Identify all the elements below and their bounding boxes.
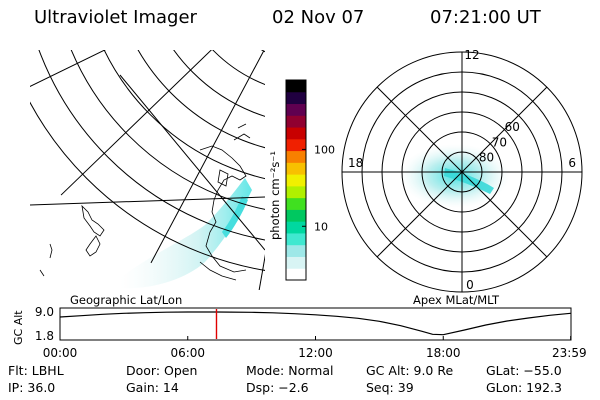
mode-readout: Mode: Normal (246, 363, 334, 378)
colorbar-segment (286, 150, 306, 163)
colorbar-segment (286, 197, 306, 210)
mlat-label: 70 (492, 135, 507, 149)
colorbar-segment (286, 80, 306, 93)
time-tick-label: 18:00 (426, 346, 461, 360)
coastline (39, 123, 251, 281)
colorbar-tick-label: 100 (314, 143, 335, 156)
colorbar-segment (286, 91, 306, 105)
time-tick-label: 00:00 (43, 346, 78, 360)
colorbar-segment (286, 256, 306, 269)
mlt-label: 6 (568, 156, 576, 170)
latitude-circle (212, 50, 265, 86)
mlt-label: 18 (348, 156, 363, 170)
dsp-readout: Dsp: −2.6 (246, 380, 309, 395)
meridian-line (258, 254, 265, 290)
auroral-glow-geographic (120, 178, 252, 289)
meridian-line (150, 50, 265, 264)
mlt-label: 0 (466, 278, 474, 292)
mlat-label: 60 (505, 120, 520, 134)
colorbar-segment (286, 162, 306, 175)
colorbar-segment (286, 221, 306, 234)
altitude-tick-label: 9.0 (35, 305, 54, 319)
gc-alt-readout: GC Alt: 9.0 Re (366, 363, 454, 378)
door-readout: Door: Open (126, 363, 198, 378)
apex-panel-label: Apex MLat/MLT (413, 293, 500, 307)
colorbar-unit-label: photon cm⁻²s⁻¹ (268, 151, 282, 240)
colorbar-segment (286, 174, 306, 187)
latitude-circle (137, 50, 265, 149)
meridian-line (30, 196, 265, 206)
colorbar-segment (286, 244, 306, 257)
colorbar-segment (286, 127, 306, 140)
mlat-label: 80 (479, 151, 494, 165)
seq-readout: Seq: 39 (366, 380, 414, 395)
ip-readout: IP: 36.0 (8, 380, 56, 395)
date-label: 02 Nov 07 (272, 7, 365, 28)
colorbar-tick-label: 10 (314, 220, 328, 233)
time-tick-label: 06:00 (170, 346, 205, 360)
instrument-title: Ultraviolet Imager (34, 7, 197, 28)
colorbar-segment (286, 209, 306, 222)
gain-readout: Gain: 14 (126, 380, 179, 395)
meridian-line (30, 50, 106, 87)
aurora-arc-geographic (222, 196, 248, 238)
altitude-axis-label: GC Alt (12, 310, 25, 345)
geographic-map (30, 50, 265, 290)
latitude-circle (260, 50, 265, 53)
geographic-panel-label: Geographic Lat/Lon (70, 293, 182, 307)
altitude-timeline: 9.0 1.8 00:00 06:00 12:00 18:00 23:59 GC Alt (12, 305, 587, 360)
altitude-tick-label: 1.8 (35, 329, 54, 343)
glat-readout: GLat: −55.0 (486, 363, 562, 378)
colorbar-segment (286, 115, 306, 128)
mlt-spoke (376, 86, 548, 258)
time-tick-label: 12:00 (298, 346, 333, 360)
glon-readout: GLon: 192.3 (486, 380, 562, 395)
time-tick-label: 23:59 (552, 346, 587, 360)
aurora-arc-polar (444, 168, 494, 194)
colorbar-segment (286, 185, 306, 199)
colorbar: 100 10 photon cm⁻²s⁻¹ (268, 79, 335, 281)
colorbar-segment (286, 103, 306, 116)
colorbar-segment (286, 232, 306, 246)
colorbar-segment (286, 138, 306, 152)
meridian-line (119, 74, 265, 251)
altitude-curve (59, 311, 571, 336)
filter-readout: Flt: LBHL (8, 363, 64, 378)
mlt-label: 12 (464, 48, 479, 62)
latitude-circle (173, 50, 265, 117)
meridian-line (60, 50, 212, 196)
colorbar-segment (286, 268, 306, 281)
time-label: 07:21:00 UT (430, 7, 541, 28)
